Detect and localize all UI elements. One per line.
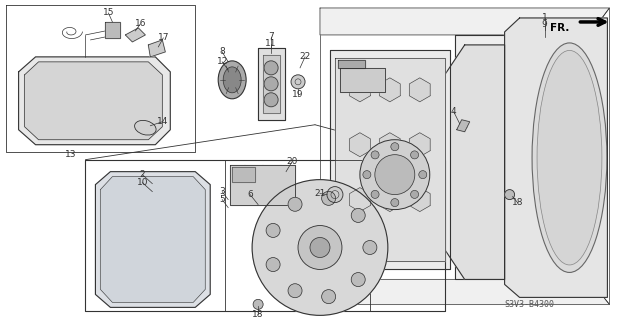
Text: 20: 20 (286, 157, 298, 166)
Polygon shape (330, 50, 450, 269)
Polygon shape (445, 45, 504, 279)
Text: 1: 1 (542, 13, 548, 22)
Polygon shape (349, 78, 370, 102)
Circle shape (351, 273, 365, 286)
Circle shape (351, 208, 365, 222)
Circle shape (322, 290, 336, 304)
Ellipse shape (223, 67, 241, 93)
Polygon shape (340, 68, 385, 92)
Text: 11: 11 (266, 39, 277, 48)
Text: 3: 3 (219, 187, 225, 196)
Circle shape (391, 199, 399, 207)
Text: 18: 18 (253, 310, 264, 319)
Polygon shape (263, 55, 280, 113)
Text: 8: 8 (219, 47, 225, 56)
Text: 16: 16 (134, 20, 146, 28)
Polygon shape (126, 28, 146, 42)
Circle shape (391, 143, 399, 151)
Polygon shape (409, 188, 430, 212)
Circle shape (363, 171, 371, 179)
Polygon shape (457, 120, 469, 132)
Circle shape (264, 61, 278, 75)
Polygon shape (101, 177, 205, 302)
Text: 15: 15 (102, 8, 114, 18)
Polygon shape (338, 60, 365, 68)
Text: 18: 18 (512, 198, 523, 207)
Polygon shape (504, 18, 608, 297)
Circle shape (288, 197, 302, 211)
Text: 10: 10 (137, 178, 148, 187)
Text: 21: 21 (314, 189, 326, 198)
Text: 14: 14 (157, 117, 168, 126)
Polygon shape (335, 58, 445, 261)
Circle shape (291, 75, 305, 89)
Text: 6: 6 (248, 190, 253, 199)
Polygon shape (24, 62, 162, 140)
Polygon shape (232, 167, 255, 182)
Circle shape (253, 300, 263, 309)
Circle shape (371, 151, 379, 159)
Polygon shape (409, 133, 430, 157)
Circle shape (266, 223, 280, 237)
Text: 5: 5 (219, 195, 225, 204)
Text: 19: 19 (292, 90, 304, 99)
Circle shape (264, 93, 278, 107)
Polygon shape (379, 78, 400, 102)
Polygon shape (106, 22, 121, 38)
Circle shape (411, 190, 419, 198)
Text: 17: 17 (158, 33, 169, 43)
Text: 2: 2 (139, 170, 145, 179)
Polygon shape (320, 8, 609, 35)
Ellipse shape (537, 50, 602, 265)
Text: 22: 22 (299, 52, 311, 61)
Polygon shape (19, 57, 170, 145)
Circle shape (411, 151, 419, 159)
Polygon shape (230, 165, 295, 204)
Polygon shape (379, 188, 400, 212)
Circle shape (363, 241, 377, 254)
Circle shape (252, 180, 388, 315)
Circle shape (419, 171, 427, 179)
Polygon shape (349, 188, 370, 212)
Ellipse shape (134, 120, 156, 135)
Text: S3V3-B4300: S3V3-B4300 (504, 300, 554, 309)
Circle shape (360, 140, 430, 210)
Circle shape (310, 237, 330, 258)
Text: 9: 9 (542, 20, 548, 29)
Text: 13: 13 (65, 150, 76, 159)
Circle shape (266, 258, 280, 272)
Polygon shape (258, 48, 285, 120)
Polygon shape (379, 133, 400, 157)
Circle shape (288, 284, 302, 298)
Circle shape (327, 187, 343, 203)
Ellipse shape (218, 61, 246, 99)
Circle shape (322, 191, 336, 205)
Polygon shape (148, 40, 165, 57)
Circle shape (371, 190, 379, 198)
Polygon shape (320, 279, 609, 304)
Circle shape (298, 226, 342, 269)
Polygon shape (455, 35, 589, 279)
Text: 12: 12 (216, 57, 228, 66)
Circle shape (264, 77, 278, 91)
Text: 4: 4 (451, 107, 456, 116)
Text: FR.: FR. (550, 23, 569, 33)
Polygon shape (349, 133, 370, 157)
Ellipse shape (532, 43, 607, 272)
Polygon shape (96, 172, 210, 308)
Circle shape (504, 190, 514, 200)
Polygon shape (409, 78, 430, 102)
Text: 7: 7 (268, 32, 274, 41)
Circle shape (375, 155, 415, 195)
